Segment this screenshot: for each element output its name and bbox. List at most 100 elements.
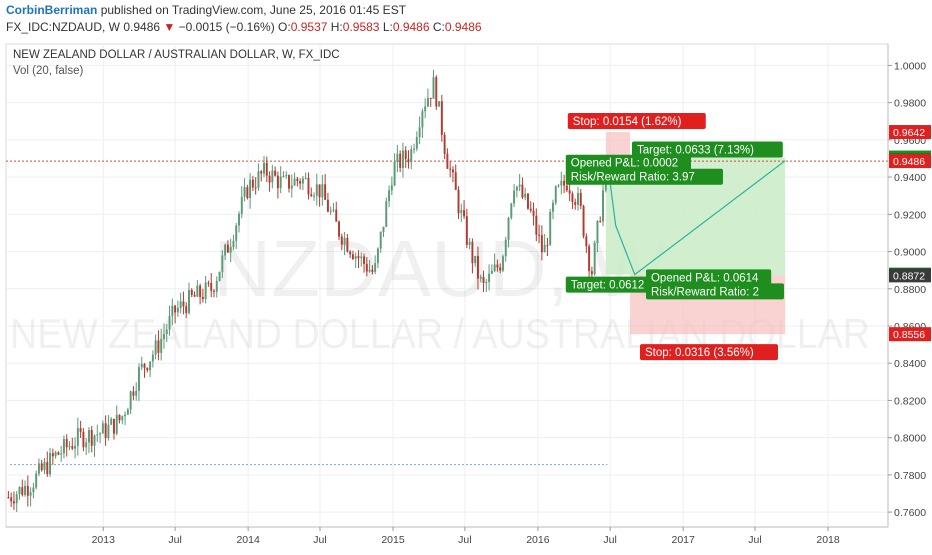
- candle: [552, 199, 554, 220]
- candle-body: [62, 439, 65, 454]
- candle-body: [390, 185, 393, 191]
- ohlc-line: FX_IDC:NZDAUD, W 0.9486 ▼ −0.0015 (−0.16…: [6, 20, 482, 34]
- candle-body: [293, 178, 296, 186]
- candle-body: [76, 428, 79, 446]
- candle-body: [149, 361, 152, 371]
- author-link[interactable]: CorbinBerriman: [6, 3, 98, 17]
- candle-body: [501, 256, 504, 271]
- candle-body: [415, 137, 418, 149]
- candle-body: [40, 463, 43, 471]
- candle: [157, 330, 160, 361]
- candle: [460, 203, 463, 222]
- candle-body: [51, 453, 54, 457]
- time-tick-label: 2017: [671, 534, 695, 546]
- candle: [224, 243, 227, 260]
- candle: [474, 255, 477, 267]
- candle-body: [143, 363, 146, 368]
- candle-body: [435, 77, 438, 107]
- candle: [496, 259, 499, 272]
- candle: [260, 169, 263, 182]
- candle-body: [374, 263, 377, 272]
- candle-body: [524, 193, 527, 198]
- candle: [124, 411, 127, 426]
- candle-body: [407, 159, 410, 163]
- candle-body: [488, 273, 491, 283]
- candle-body: [535, 215, 538, 235]
- candle: [426, 88, 429, 108]
- candle-body: [240, 196, 243, 214]
- price-tag-box: [889, 268, 931, 283]
- price-tag-box: [889, 154, 931, 169]
- candle: [540, 225, 543, 261]
- candle: [235, 222, 238, 250]
- candle: [254, 177, 257, 195]
- candle-body: [132, 391, 135, 396]
- candle-body: [179, 301, 182, 308]
- candle-body: [343, 237, 346, 245]
- chart-area[interactable]: NZDAUD, W NEW ZEALAND DOLLAR / AUSTRALIAN…: [0, 38, 932, 550]
- candle-body: [243, 187, 246, 197]
- candle-body: [432, 77, 435, 99]
- candle-body: [540, 235, 543, 253]
- candle: [310, 187, 313, 198]
- candle-body: [65, 439, 68, 448]
- candle-body: [12, 501, 15, 504]
- candle-body: [107, 424, 110, 439]
- candle-body: [496, 264, 499, 268]
- candle: [415, 131, 418, 152]
- candle: [326, 192, 329, 213]
- symbol-label: FX_IDC:NZDAUD, W: [6, 20, 120, 34]
- candle: [485, 278, 488, 293]
- candle-body: [171, 305, 174, 316]
- candle-body: [279, 176, 282, 189]
- candle: [112, 418, 115, 440]
- candle: [93, 434, 96, 457]
- candle: [432, 69, 435, 99]
- candle: [290, 174, 293, 198]
- candle-body: [571, 193, 574, 203]
- price-tag: 0.8556: [889, 327, 931, 342]
- short-pnl-label-box: [565, 154, 691, 171]
- candle: [546, 237, 549, 256]
- candle-body: [549, 211, 552, 246]
- candle: [271, 164, 274, 189]
- candle: [151, 350, 154, 368]
- candle-body: [129, 391, 132, 410]
- candle-body: [313, 195, 315, 197]
- candle-body: [563, 180, 566, 186]
- candle-body: [499, 267, 502, 271]
- candle: [193, 291, 196, 297]
- candle: [527, 192, 529, 210]
- short-stop-label-text: Stop: 0.0154 (1.62%): [573, 116, 682, 128]
- candle: [513, 184, 516, 208]
- candle-body: [163, 334, 165, 339]
- candle: [37, 458, 40, 477]
- candle: [304, 172, 307, 180]
- candle-body: [188, 290, 190, 313]
- candle-body: [157, 340, 160, 353]
- candle: [43, 457, 46, 474]
- candle: [201, 288, 204, 303]
- time-tick-label: 2014: [236, 534, 260, 546]
- close-label: C:: [432, 20, 445, 34]
- candle-body: [557, 185, 560, 187]
- candle: [324, 174, 327, 201]
- candle: [276, 171, 279, 199]
- candle-body: [26, 485, 29, 496]
- candle-body: [49, 453, 52, 475]
- time-tick-label: Jul: [603, 534, 616, 546]
- long-rr-label: Risk/Reward Ratio: 2: [645, 283, 784, 300]
- candle: [49, 447, 52, 477]
- candle: [371, 265, 374, 275]
- candle-body: [201, 296, 204, 300]
- price-tag-box: [889, 327, 931, 342]
- price-tick-label: 0.9000: [894, 247, 926, 259]
- time-tick-label: Jul: [313, 534, 326, 546]
- price-chart[interactable]: NZDAUD, W NEW ZEALAND DOLLAR / AUSTRALIAN…: [0, 38, 932, 550]
- candle-body: [326, 199, 329, 212]
- price-tag-text: 0.9642: [893, 127, 925, 139]
- candle-body: [276, 175, 279, 189]
- candle: [571, 191, 574, 209]
- candle: [179, 292, 182, 314]
- candle: [318, 184, 321, 207]
